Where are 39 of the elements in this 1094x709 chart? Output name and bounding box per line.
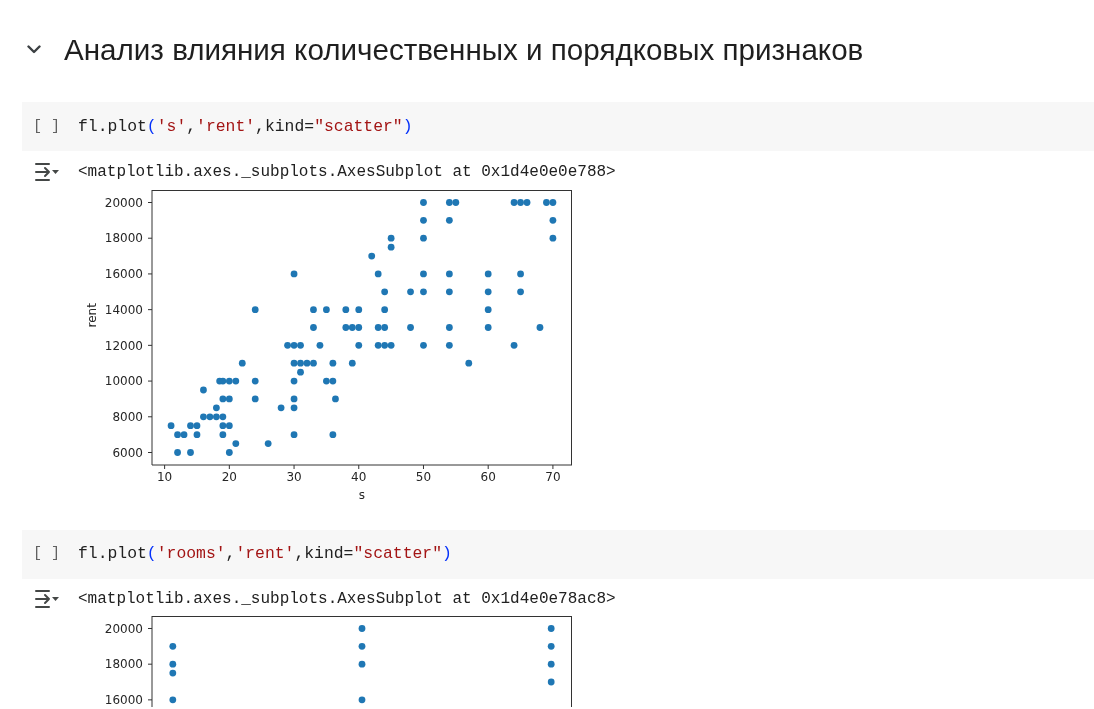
y-tick-label: 10000 — [104, 374, 143, 389]
y-axis-title: rent — [85, 302, 100, 328]
text: fl.plot('rooms','rent',kind="scatter") — [78, 544, 452, 563]
chart-title: Анализ влияния количественных и порядковых признаков — [64, 32, 864, 68]
y-tick-label: 12000 — [104, 338, 143, 353]
x-tick-label: 40 — [351, 469, 367, 484]
y-tick-label: 14000 — [104, 302, 143, 317]
y-tick-label: 6000 — [112, 445, 143, 460]
y-tick-label: 16000 — [104, 693, 143, 708]
point — [169, 642, 177, 650]
point — [358, 642, 366, 650]
point — [358, 660, 366, 668]
y-tick-label: 18000 — [104, 657, 143, 672]
y-tick-label: 18000 — [104, 231, 143, 246]
point — [547, 660, 555, 668]
point — [358, 696, 366, 704]
text: <matplotlib.axes._subplots.AxesSubplot at 0x1d4e0e78ac8> — [78, 589, 616, 609]
text: <matplotlib.axes._subplots.AxesSubplot at 0x1d4e0e0e788> — [78, 162, 616, 182]
x-tick-label: 70 — [545, 469, 561, 484]
text: [ ] — [33, 544, 61, 564]
point — [169, 660, 177, 668]
y-tick-label: 16000 — [104, 267, 143, 282]
point — [358, 625, 366, 632]
point — [547, 642, 555, 650]
y-tick-label: 8000 — [112, 410, 143, 425]
y-tick-label: 20000 — [104, 621, 143, 636]
x-tick-label: 60 — [480, 469, 496, 484]
x-tick-label: 50 — [415, 469, 432, 484]
point — [169, 669, 177, 677]
text: fl.plot('s','rent',kind="scatter") — [78, 117, 413, 136]
point — [547, 678, 555, 686]
x-tick-label: 10 — [156, 469, 173, 484]
point — [547, 625, 555, 632]
x-axis-title: s — [358, 488, 366, 502]
x-tick-label: 30 — [286, 469, 302, 484]
text: [ ] — [33, 117, 61, 137]
y-tick-label: 20000 — [104, 195, 143, 210]
point — [169, 696, 177, 704]
x-tick-label: 20 — [221, 469, 237, 484]
